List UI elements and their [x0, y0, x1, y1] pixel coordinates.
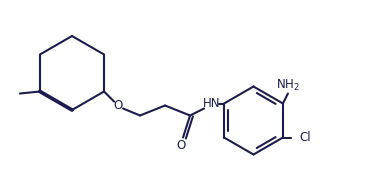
Text: O: O: [177, 139, 186, 152]
Text: Cl: Cl: [299, 131, 310, 144]
Text: HN: HN: [203, 97, 221, 110]
Text: NH$_2$: NH$_2$: [276, 78, 300, 93]
Text: O: O: [113, 99, 123, 112]
